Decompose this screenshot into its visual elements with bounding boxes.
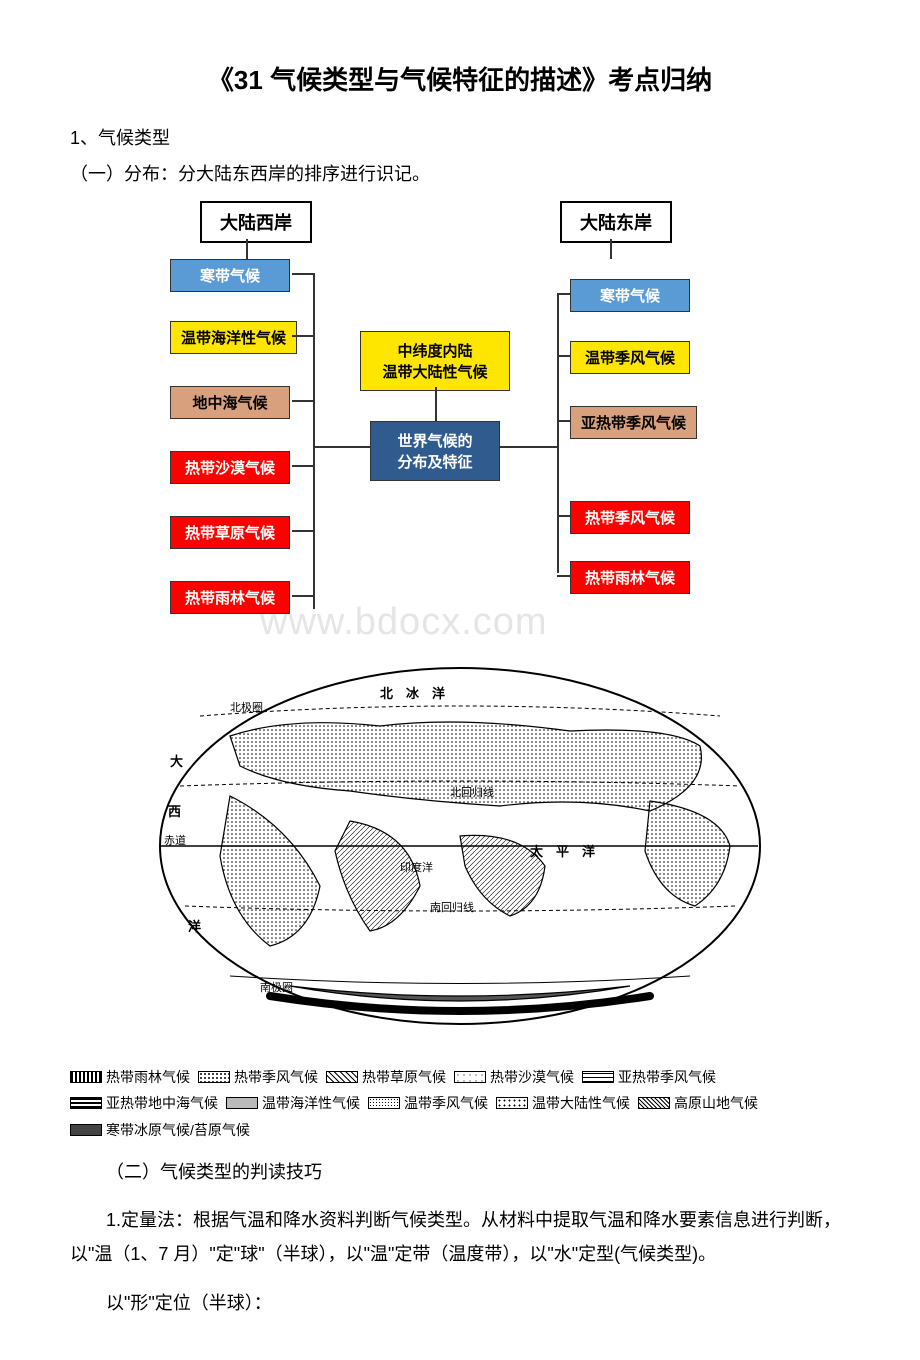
map-arctic-circle: 北极圈 xyxy=(230,700,263,714)
west-header: 大陆西岸 xyxy=(200,201,312,243)
legend-swatch xyxy=(226,1097,258,1109)
legend-item-2: 热带草原气候 xyxy=(326,1066,446,1088)
center-top-box: 中纬度内陆温带大陆性气候 xyxy=(360,331,510,391)
west-climate-2: 地中海气候 xyxy=(170,386,290,419)
legend-label: 热带季风气候 xyxy=(234,1066,318,1088)
para-1: 1.定量法：根据气温和降水资料判断气候类型。从材料中提取气温和降水要素信息进行判… xyxy=(70,1203,850,1271)
legend-item-5: 亚热带地中海气候 xyxy=(70,1092,218,1114)
east-climate-3: 热带季风气候 xyxy=(570,501,690,534)
legend-item-9: 高原山地气候 xyxy=(638,1092,758,1114)
legend-label: 寒带冰原气候/苔原气候 xyxy=(106,1119,250,1141)
climate-diagram: www.bdocx.com 大陆西岸 大陆东岸 寒带气候温带海洋性气候地中海气候… xyxy=(70,201,850,631)
west-climate-1: 温带海洋性气候 xyxy=(170,321,297,354)
section-1: 1、气候类型 xyxy=(70,122,850,154)
legend-label: 温带季风气候 xyxy=(404,1092,488,1114)
legend-item-7: 温带季风气候 xyxy=(368,1092,488,1114)
east-climate-0: 寒带气候 xyxy=(570,279,690,312)
legend-swatch xyxy=(70,1071,102,1083)
map-pacific: 太 平 洋 xyxy=(529,844,595,859)
legend-label: 温带大陆性气候 xyxy=(532,1092,630,1114)
para-2: 以"形"定位（半球）： xyxy=(70,1286,850,1320)
map-n-tropic: 北回归线 xyxy=(450,785,494,799)
map-antarctic: 南极圈 xyxy=(260,980,293,994)
center-mid-box: 世界气候的分布及特征 xyxy=(370,421,500,481)
legend-swatch xyxy=(198,1071,230,1083)
east-climate-4: 热带雨林气候 xyxy=(570,561,690,594)
page-title: 《31 气候类型与气候特征的描述》考点归纳 xyxy=(70,60,850,97)
legend-item-1: 热带季风气候 xyxy=(198,1066,318,1088)
legend-swatch xyxy=(496,1097,528,1109)
west-climate-4: 热带草原气候 xyxy=(170,516,290,549)
legend-item-10: 寒带冰原气候/苔原气候 xyxy=(70,1119,250,1141)
legend-swatch xyxy=(70,1124,102,1136)
legend-label: 热带雨林气候 xyxy=(106,1066,190,1088)
legend-swatch xyxy=(368,1097,400,1109)
legend-item-3: 热带沙漠气候 xyxy=(454,1066,574,1088)
west-climate-0: 寒带气候 xyxy=(170,259,290,292)
legend-swatch xyxy=(326,1071,358,1083)
legend-swatch xyxy=(70,1097,102,1109)
legend-label: 亚热带季风气候 xyxy=(618,1066,716,1088)
legend-item-0: 热带雨林气候 xyxy=(70,1066,190,1088)
section-1a: （一）分布：分大陆东西岸的排序进行识记。 xyxy=(70,158,850,190)
map-equator: 赤道 xyxy=(164,833,186,847)
legend-label: 热带沙漠气候 xyxy=(490,1066,574,1088)
legend-item-4: 亚热带季风气候 xyxy=(582,1066,716,1088)
map-legend: 热带雨林气候 热带季风气候 热带草原气候 热带沙漠气候 亚热带季风气候亚热带地中海气候 温… xyxy=(70,1066,850,1141)
legend-item-8: 温带大陆性气候 xyxy=(496,1092,630,1114)
legend-label: 温带海洋性气候 xyxy=(262,1092,360,1114)
legend-label: 高原山地气候 xyxy=(674,1092,758,1114)
map-atlantic-2: 西 xyxy=(168,804,181,819)
east-climate-1: 温带季风气候 xyxy=(570,341,690,374)
legend-label: 热带草原气候 xyxy=(362,1066,446,1088)
map-indian: 印度洋 xyxy=(400,860,433,874)
section-1b: （二）气候类型的判读技巧 xyxy=(70,1155,850,1189)
west-climate-3: 热带沙漠气候 xyxy=(170,451,290,484)
east-climate-2: 亚热带季风气候 xyxy=(570,406,697,439)
west-climate-5: 热带雨林气候 xyxy=(170,581,290,614)
map-s-tropic: 南回归线 xyxy=(430,900,474,914)
world-map: 北极圈 北 冰 洋 北回归线 赤道 印度洋 太 平 洋 南回归线 南极圈 大 西… xyxy=(70,636,850,1056)
map-atlantic-3: 洋 xyxy=(188,919,201,934)
map-atlantic-1: 大 xyxy=(170,754,183,769)
legend-swatch xyxy=(454,1071,486,1083)
legend-swatch xyxy=(638,1097,670,1109)
legend-item-6: 温带海洋性气候 xyxy=(226,1092,360,1114)
legend-label: 亚热带地中海气候 xyxy=(106,1092,218,1114)
map-arctic-ocean: 北 冰 洋 xyxy=(380,686,445,701)
legend-swatch xyxy=(582,1071,614,1083)
east-header: 大陆东岸 xyxy=(560,201,672,243)
